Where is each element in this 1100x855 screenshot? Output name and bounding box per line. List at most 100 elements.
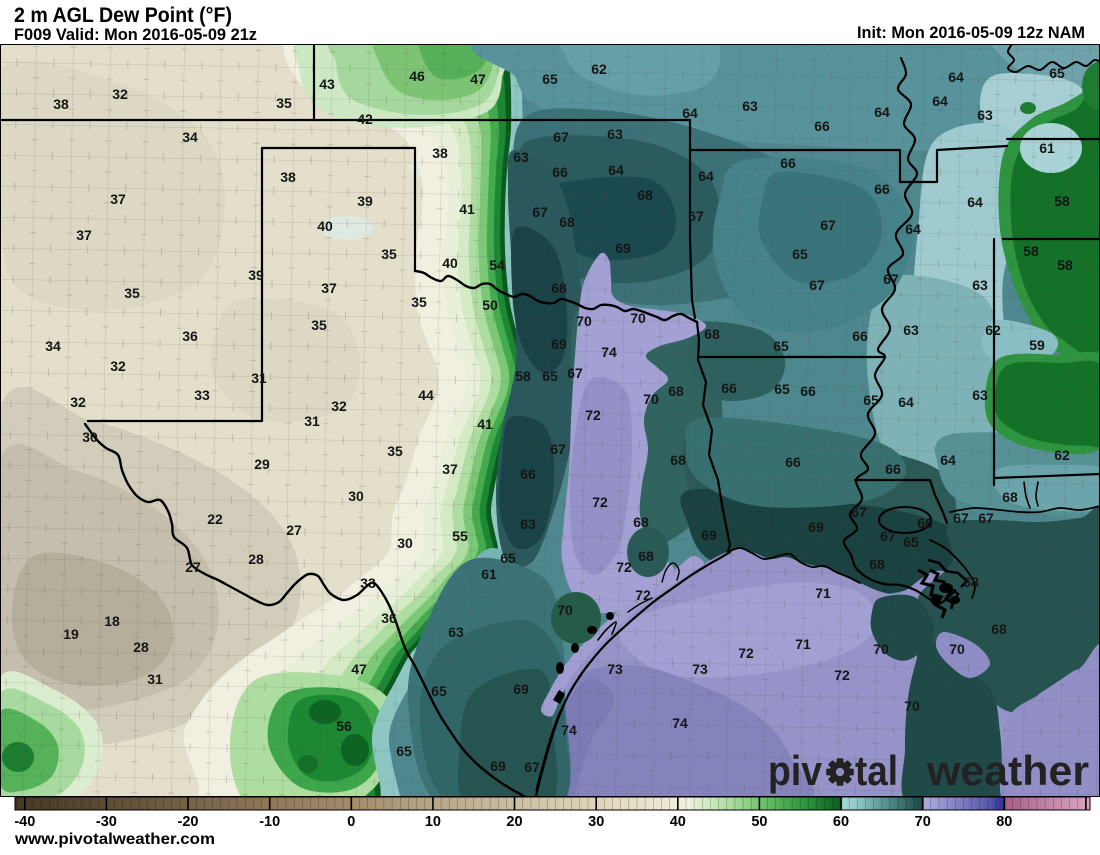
svg-text:66: 66 [552,164,568,180]
svg-text:31: 31 [147,671,163,687]
svg-text:70: 70 [873,641,889,657]
svg-text:44: 44 [418,387,434,403]
svg-text:64: 64 [905,221,921,237]
svg-text:68: 68 [704,326,720,342]
svg-text:37: 37 [110,191,126,207]
svg-text:22: 22 [207,511,223,527]
svg-text:67: 67 [524,759,540,775]
svg-text:71: 71 [815,585,831,601]
svg-text:39: 39 [357,193,373,209]
svg-text:64: 64 [874,104,890,120]
svg-text:70: 70 [630,310,646,326]
svg-text:30: 30 [588,814,604,830]
svg-text:63: 63 [742,98,758,114]
svg-text:69: 69 [701,527,717,543]
svg-text:19: 19 [63,626,79,642]
svg-text:74: 74 [601,344,617,360]
svg-text:68: 68 [633,514,649,530]
svg-text:66: 66 [814,118,830,134]
svg-text:32: 32 [112,86,128,102]
svg-text:63: 63 [513,149,529,165]
svg-text:-10: -10 [259,814,280,830]
svg-text:63: 63 [520,516,536,532]
svg-text:34: 34 [45,338,61,354]
svg-text:70: 70 [576,313,592,329]
svg-text:63: 63 [972,387,988,403]
svg-text:37: 37 [76,227,92,243]
svg-text:63: 63 [977,107,993,123]
svg-text:64: 64 [682,105,698,121]
svg-text:80: 80 [996,814,1012,830]
svg-text:68: 68 [991,621,1007,637]
svg-text:71: 71 [795,636,811,652]
svg-text:64: 64 [898,394,914,410]
svg-text:32: 32 [331,398,347,414]
svg-text:68: 68 [668,383,684,399]
svg-text:67: 67 [851,504,867,520]
svg-text:65: 65 [792,246,808,262]
svg-text:67: 67 [550,441,566,457]
svg-text:46: 46 [409,68,425,84]
svg-text:63: 63 [607,126,623,142]
svg-text:64: 64 [940,452,956,468]
svg-text:10: 10 [425,814,441,830]
svg-text:74: 74 [561,722,577,738]
svg-text:69: 69 [551,336,567,352]
svg-text:61: 61 [481,566,497,582]
svg-text:70: 70 [643,391,659,407]
svg-text:64: 64 [948,69,964,85]
svg-text:67: 67 [883,271,899,287]
svg-text:32: 32 [70,394,86,410]
svg-text:64: 64 [698,168,714,184]
svg-text:37: 37 [321,280,337,296]
svg-text:38: 38 [432,145,448,161]
svg-text:68: 68 [670,452,686,468]
svg-text:58: 58 [1023,243,1039,259]
svg-text:47: 47 [470,71,486,87]
svg-text:-40: -40 [14,814,35,830]
svg-text:62: 62 [1054,447,1070,463]
svg-text:63: 63 [448,624,464,640]
svg-text:36: 36 [381,610,397,626]
svg-text:58: 58 [1057,257,1073,273]
svg-text:68: 68 [637,187,653,203]
svg-text:33: 33 [194,387,210,403]
svg-text:69: 69 [615,240,631,256]
svg-text:67: 67 [978,510,994,526]
svg-text:65: 65 [863,392,879,408]
svg-text:66: 66 [917,515,933,531]
svg-text:55: 55 [452,528,468,544]
svg-text:40: 40 [442,255,458,271]
svg-text:63: 63 [903,322,919,338]
svg-text:30: 30 [348,488,364,504]
svg-text:50: 50 [482,297,498,313]
svg-text:67: 67 [688,208,704,224]
svg-text:weather: weather [926,747,1089,794]
svg-text:66: 66 [874,181,890,197]
svg-text:69: 69 [513,681,529,697]
svg-text:64: 64 [967,194,983,210]
svg-text:66: 66 [785,454,801,470]
svg-text:68: 68 [551,280,567,296]
svg-text:27: 27 [286,522,302,538]
svg-text:40: 40 [670,814,686,830]
svg-text:31: 31 [251,370,267,386]
svg-text:68: 68 [638,548,654,564]
svg-text:65: 65 [431,683,447,699]
svg-text:67: 67 [880,528,896,544]
svg-text:piv: piv [768,747,823,794]
svg-text:41: 41 [477,416,493,432]
svg-text:35: 35 [387,443,403,459]
svg-text:70: 70 [557,602,573,618]
svg-text:42: 42 [357,111,373,127]
svg-text:69: 69 [808,519,824,535]
svg-text:28: 28 [133,639,149,655]
svg-text:-20: -20 [178,814,199,830]
svg-text:35: 35 [276,95,292,111]
svg-text:50: 50 [751,814,767,830]
svg-text:34: 34 [182,129,198,145]
svg-text:59: 59 [1029,337,1045,353]
svg-text:70: 70 [949,641,965,657]
svg-text:62: 62 [985,322,1001,338]
svg-text:73: 73 [692,661,708,677]
